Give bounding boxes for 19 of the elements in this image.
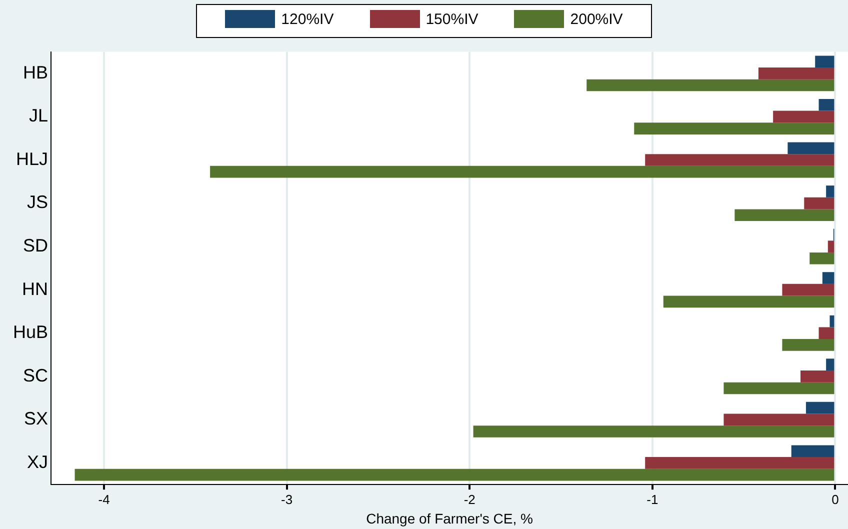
y-tick-label: XJ — [27, 452, 48, 472]
y-tick-label: SC — [23, 365, 48, 386]
y-tick-label: JL — [29, 106, 48, 126]
x-axis-title: Change of Farmer's CE, % — [366, 510, 533, 526]
y-tick-label: JS — [27, 192, 48, 212]
x-tick-label: -2 — [464, 492, 476, 507]
x-tick-label: -1 — [646, 492, 658, 507]
y-tick-label: HN — [22, 278, 48, 299]
x-tick-label: 0 — [832, 492, 839, 507]
legend-label: 200%IV — [570, 10, 623, 28]
y-tick-label: SX — [24, 408, 48, 429]
y-tick-label: HuB — [13, 322, 48, 342]
x-tick-label: -4 — [98, 492, 110, 507]
legend-label: 120%IV — [281, 10, 334, 28]
y-tick-label: HLJ — [16, 148, 48, 169]
y-tick-label: SD — [23, 236, 48, 256]
x-tick-label: -3 — [281, 492, 293, 507]
legend-label: 150%IV — [426, 10, 478, 28]
y-tick-label: HB — [23, 62, 48, 82]
